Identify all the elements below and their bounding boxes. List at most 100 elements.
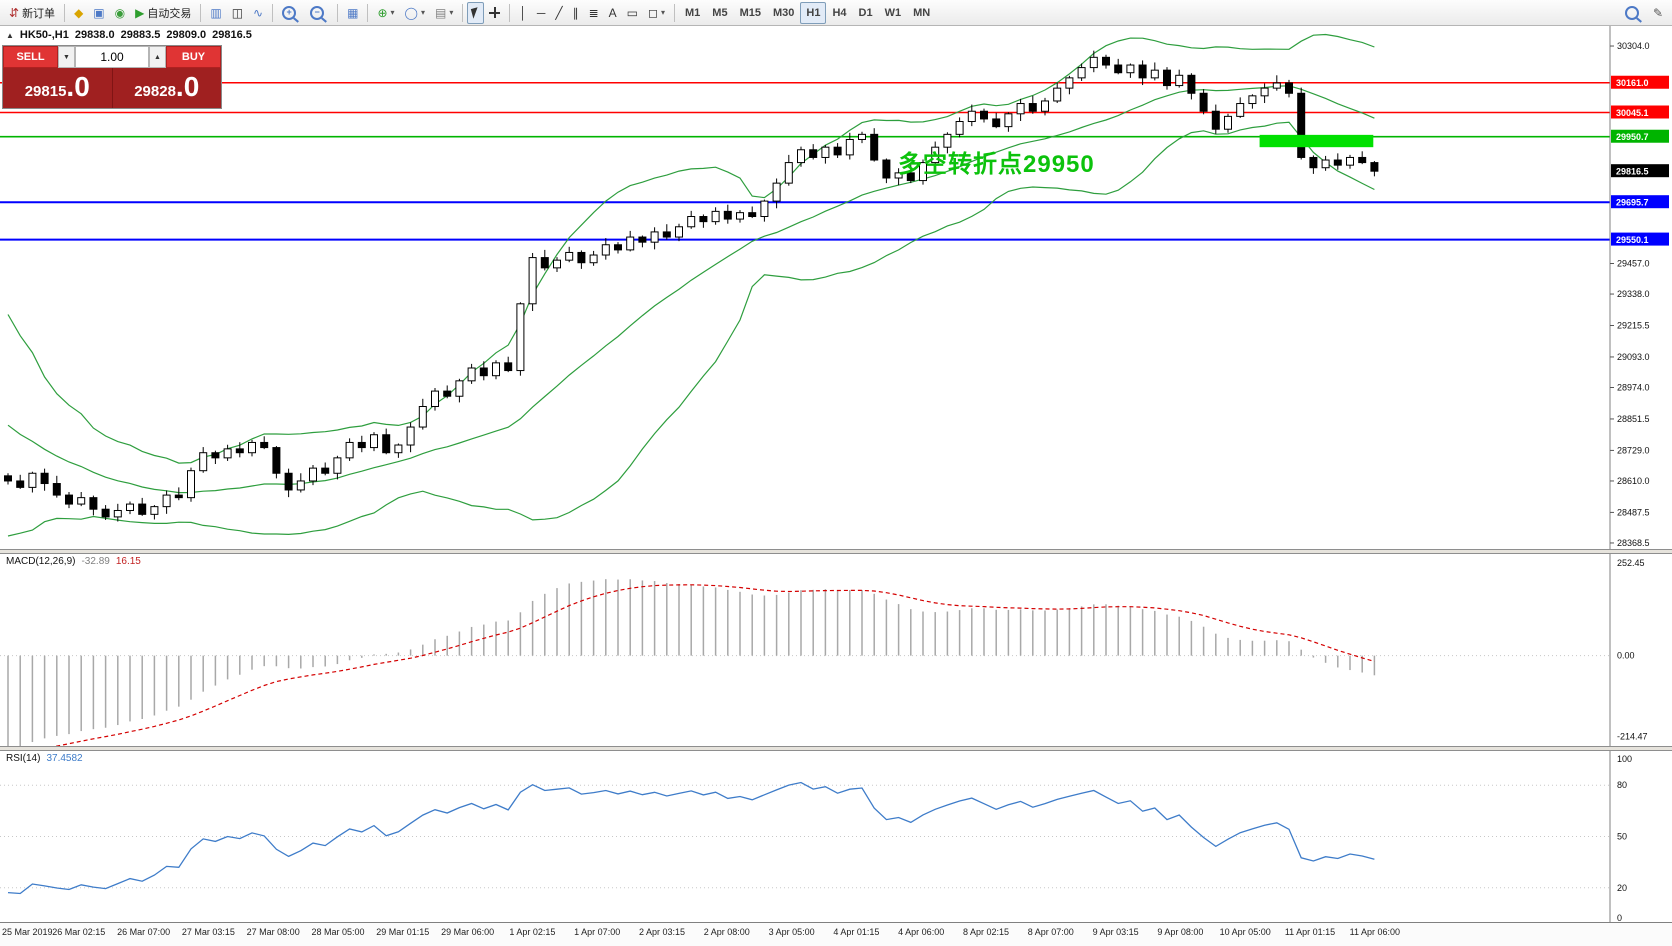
vertical-line-button[interactable]: │ — [514, 2, 532, 24]
navigator-button[interactable]: ◉ — [110, 2, 130, 24]
timeframe-m30-button[interactable]: M30 — [767, 2, 800, 24]
text-button[interactable]: A — [604, 2, 622, 24]
search-button[interactable] — [1620, 2, 1648, 24]
svg-text:252.45: 252.45 — [1617, 558, 1645, 568]
price-marker: 29550.1 — [1611, 232, 1669, 246]
time-label: 9 Apr 03:15 — [1092, 927, 1139, 937]
volume-decrease-button[interactable]: ▼ — [58, 46, 75, 68]
timeframe-d1-button[interactable]: D1 — [853, 2, 879, 24]
timeframe-m1-button[interactable]: M1 — [679, 2, 706, 24]
tile-windows-icon: ▦ — [347, 5, 359, 20]
main-chart-panel[interactable]: 30304.0 29457.0 29338.0 29215.5 29093.0 28974… — [0, 26, 1672, 549]
sell-price-pips: .0 — [66, 71, 90, 102]
objects-button[interactable]: ◯ ▾ — [400, 2, 430, 24]
ohlc-low: 29809.0 — [166, 29, 207, 41]
panel-splitter[interactable] — [0, 549, 1672, 554]
zoom-in-button[interactable]: + — [277, 2, 305, 24]
new-order-button[interactable]: ⇵ 新订单 — [4, 2, 60, 24]
new-order-button-label: 新订单 — [22, 7, 56, 20]
chevron-down-icon: ▾ — [420, 8, 425, 17]
timeframe-h4-button[interactable]: H4 — [826, 2, 852, 24]
sell-button[interactable]: SELL — [3, 46, 58, 68]
horizontal-line-icon: ─ — [536, 5, 546, 20]
timeframe-mn-button[interactable]: MN — [907, 2, 936, 24]
price-chart[interactable]: 30304.0 29457.0 29338.0 29215.5 29093.0 28974… — [0, 26, 1672, 549]
time-axis[interactable]: 25 Mar 2019 26 Mar 02:15 26 Mar 07:00 27 Ma… — [0, 922, 1672, 946]
time-label: 26 Mar 07:00 — [117, 927, 171, 937]
time-label: 28 Mar 05:00 — [311, 927, 365, 937]
svg-text:29457.0: 29457.0 — [1617, 258, 1650, 268]
buy-button[interactable]: BUY — [166, 46, 221, 68]
trendline-button[interactable]: ╱ — [550, 2, 567, 24]
rsi-panel[interactable]: 100 80 50 20 0 RSI(14) 37.4582 — [0, 751, 1672, 922]
vertical-line-icon: │ — [519, 5, 527, 20]
market-watch-button[interactable]: ◆ — [69, 2, 88, 24]
text-label-button[interactable]: ▭ — [622, 2, 643, 24]
edit-button[interactable]: ✎ — [1648, 2, 1668, 24]
one-click-toggle-icon[interactable]: ▲ — [6, 30, 14, 40]
time-label: 3 Apr 05:00 — [768, 927, 815, 937]
timeframe-m5-button[interactable]: M5 — [706, 2, 733, 24]
macd-axis: 252.45 0.00 -214.47 — [1609, 554, 1648, 746]
cursor-icon — [471, 6, 481, 19]
text-icon: A — [608, 5, 617, 20]
buy-price[interactable]: 29828.0 — [111, 68, 222, 108]
timeframe-d1-button-label: D1 — [858, 6, 873, 19]
svg-text:29816.5: 29816.5 — [1616, 167, 1649, 177]
toolbar-separator — [64, 3, 66, 22]
bar-chart-button[interactable]: ▥ — [205, 2, 226, 24]
horizontal-line-button[interactable]: ─ — [532, 2, 551, 24]
macd-panel[interactable]: 252.45 0.00 -214.47 MACD(12,26,9) -32.89 1… — [0, 554, 1672, 746]
volume-increase-button[interactable]: ▲ — [149, 46, 166, 68]
timeframe-h1-button[interactable]: H1 — [800, 1, 827, 24]
toolbar-right: ✎ — [1620, 0, 1668, 25]
sell-price[interactable]: 29815.0 — [3, 68, 112, 108]
fibonacci-button[interactable]: ≣ — [584, 2, 604, 24]
navigator-icon: ◉ — [114, 5, 126, 20]
shapes-icon: ◻ — [648, 5, 658, 20]
indicators-button[interactable]: ⊕ ▾ — [372, 2, 399, 24]
time-label: 4 Apr 01:15 — [833, 927, 880, 937]
price-marker: 29950.7 — [1611, 129, 1669, 143]
timeframe-m30-button-label: M30 — [772, 6, 795, 19]
rsi-axis: 100 80 50 20 0 — [1609, 751, 1632, 922]
time-label: 10 Apr 05:00 — [1219, 927, 1271, 937]
macd-chart[interactable]: 252.45 0.00 -214.47 — [0, 554, 1672, 746]
volume-input[interactable] — [75, 46, 149, 68]
line-chart-button[interactable]: ∿ — [248, 2, 268, 24]
svg-text:29695.7: 29695.7 — [1616, 198, 1649, 208]
toolbar: ⇵ 新订单 ◆ ▣ ◉ ▶ 自动交易 ▥ ◫ ∿ + − ▦ ⊕ ▾ ◯ ▾ ▤ ▾ │ ─ ╱ ∥ ≣ A ▭ ◻ ▾ M1 M5 M15… — [0, 0, 1672, 26]
chevron-down-icon: ▾ — [660, 8, 665, 17]
cursor-button[interactable] — [467, 1, 485, 24]
market-watch-icon: ◆ — [74, 5, 84, 20]
timeframe-m15-button[interactable]: M15 — [734, 2, 767, 24]
time-label: 29 Mar 01:15 — [376, 927, 430, 937]
ohlc-open: 29838.0 — [74, 29, 115, 41]
timeframe-w1-button[interactable]: W1 — [879, 2, 908, 24]
data-window-button[interactable]: ▣ — [88, 2, 109, 24]
channel-button[interactable]: ∥ — [568, 2, 584, 24]
time-label: 1 Apr 07:00 — [574, 927, 621, 937]
rsi-chart[interactable]: 100 80 50 20 0 — [0, 751, 1672, 922]
tile-windows-button[interactable]: ▦ — [342, 2, 363, 24]
svg-text:29215.5: 29215.5 — [1617, 320, 1650, 330]
candlestick-chart-button[interactable]: ◫ — [227, 2, 248, 24]
shapes-button[interactable]: ◻ ▾ — [643, 2, 670, 24]
time-label: 2 Apr 08:00 — [703, 927, 750, 937]
time-label: 9 Apr 08:00 — [1157, 927, 1204, 937]
sell-price-main: 29815 — [24, 83, 67, 100]
price-axis: 30304.0 29457.0 29338.0 29215.5 29093.0 28974… — [1609, 26, 1669, 549]
ohlc-close: 29816.5 — [212, 29, 252, 41]
crosshair-button[interactable] — [484, 2, 505, 24]
svg-text:30304.0: 30304.0 — [1617, 41, 1650, 51]
one-click-trading-panel: SELL ▼ ▲ BUY 29815.0 29828.0 — [2, 45, 222, 109]
svg-text:28729.0: 28729.0 — [1617, 445, 1650, 455]
panel-splitter-2[interactable] — [0, 746, 1672, 751]
autotrading-button[interactable]: ▶ 自动交易 — [130, 2, 196, 24]
svg-text:28368.5: 28368.5 — [1617, 538, 1650, 548]
time-label: 2 Apr 03:15 — [638, 927, 686, 937]
templates-button[interactable]: ▤ ▾ — [430, 2, 458, 24]
trendline-icon: ╱ — [555, 5, 563, 20]
zoom-out-button[interactable]: − — [305, 2, 333, 24]
